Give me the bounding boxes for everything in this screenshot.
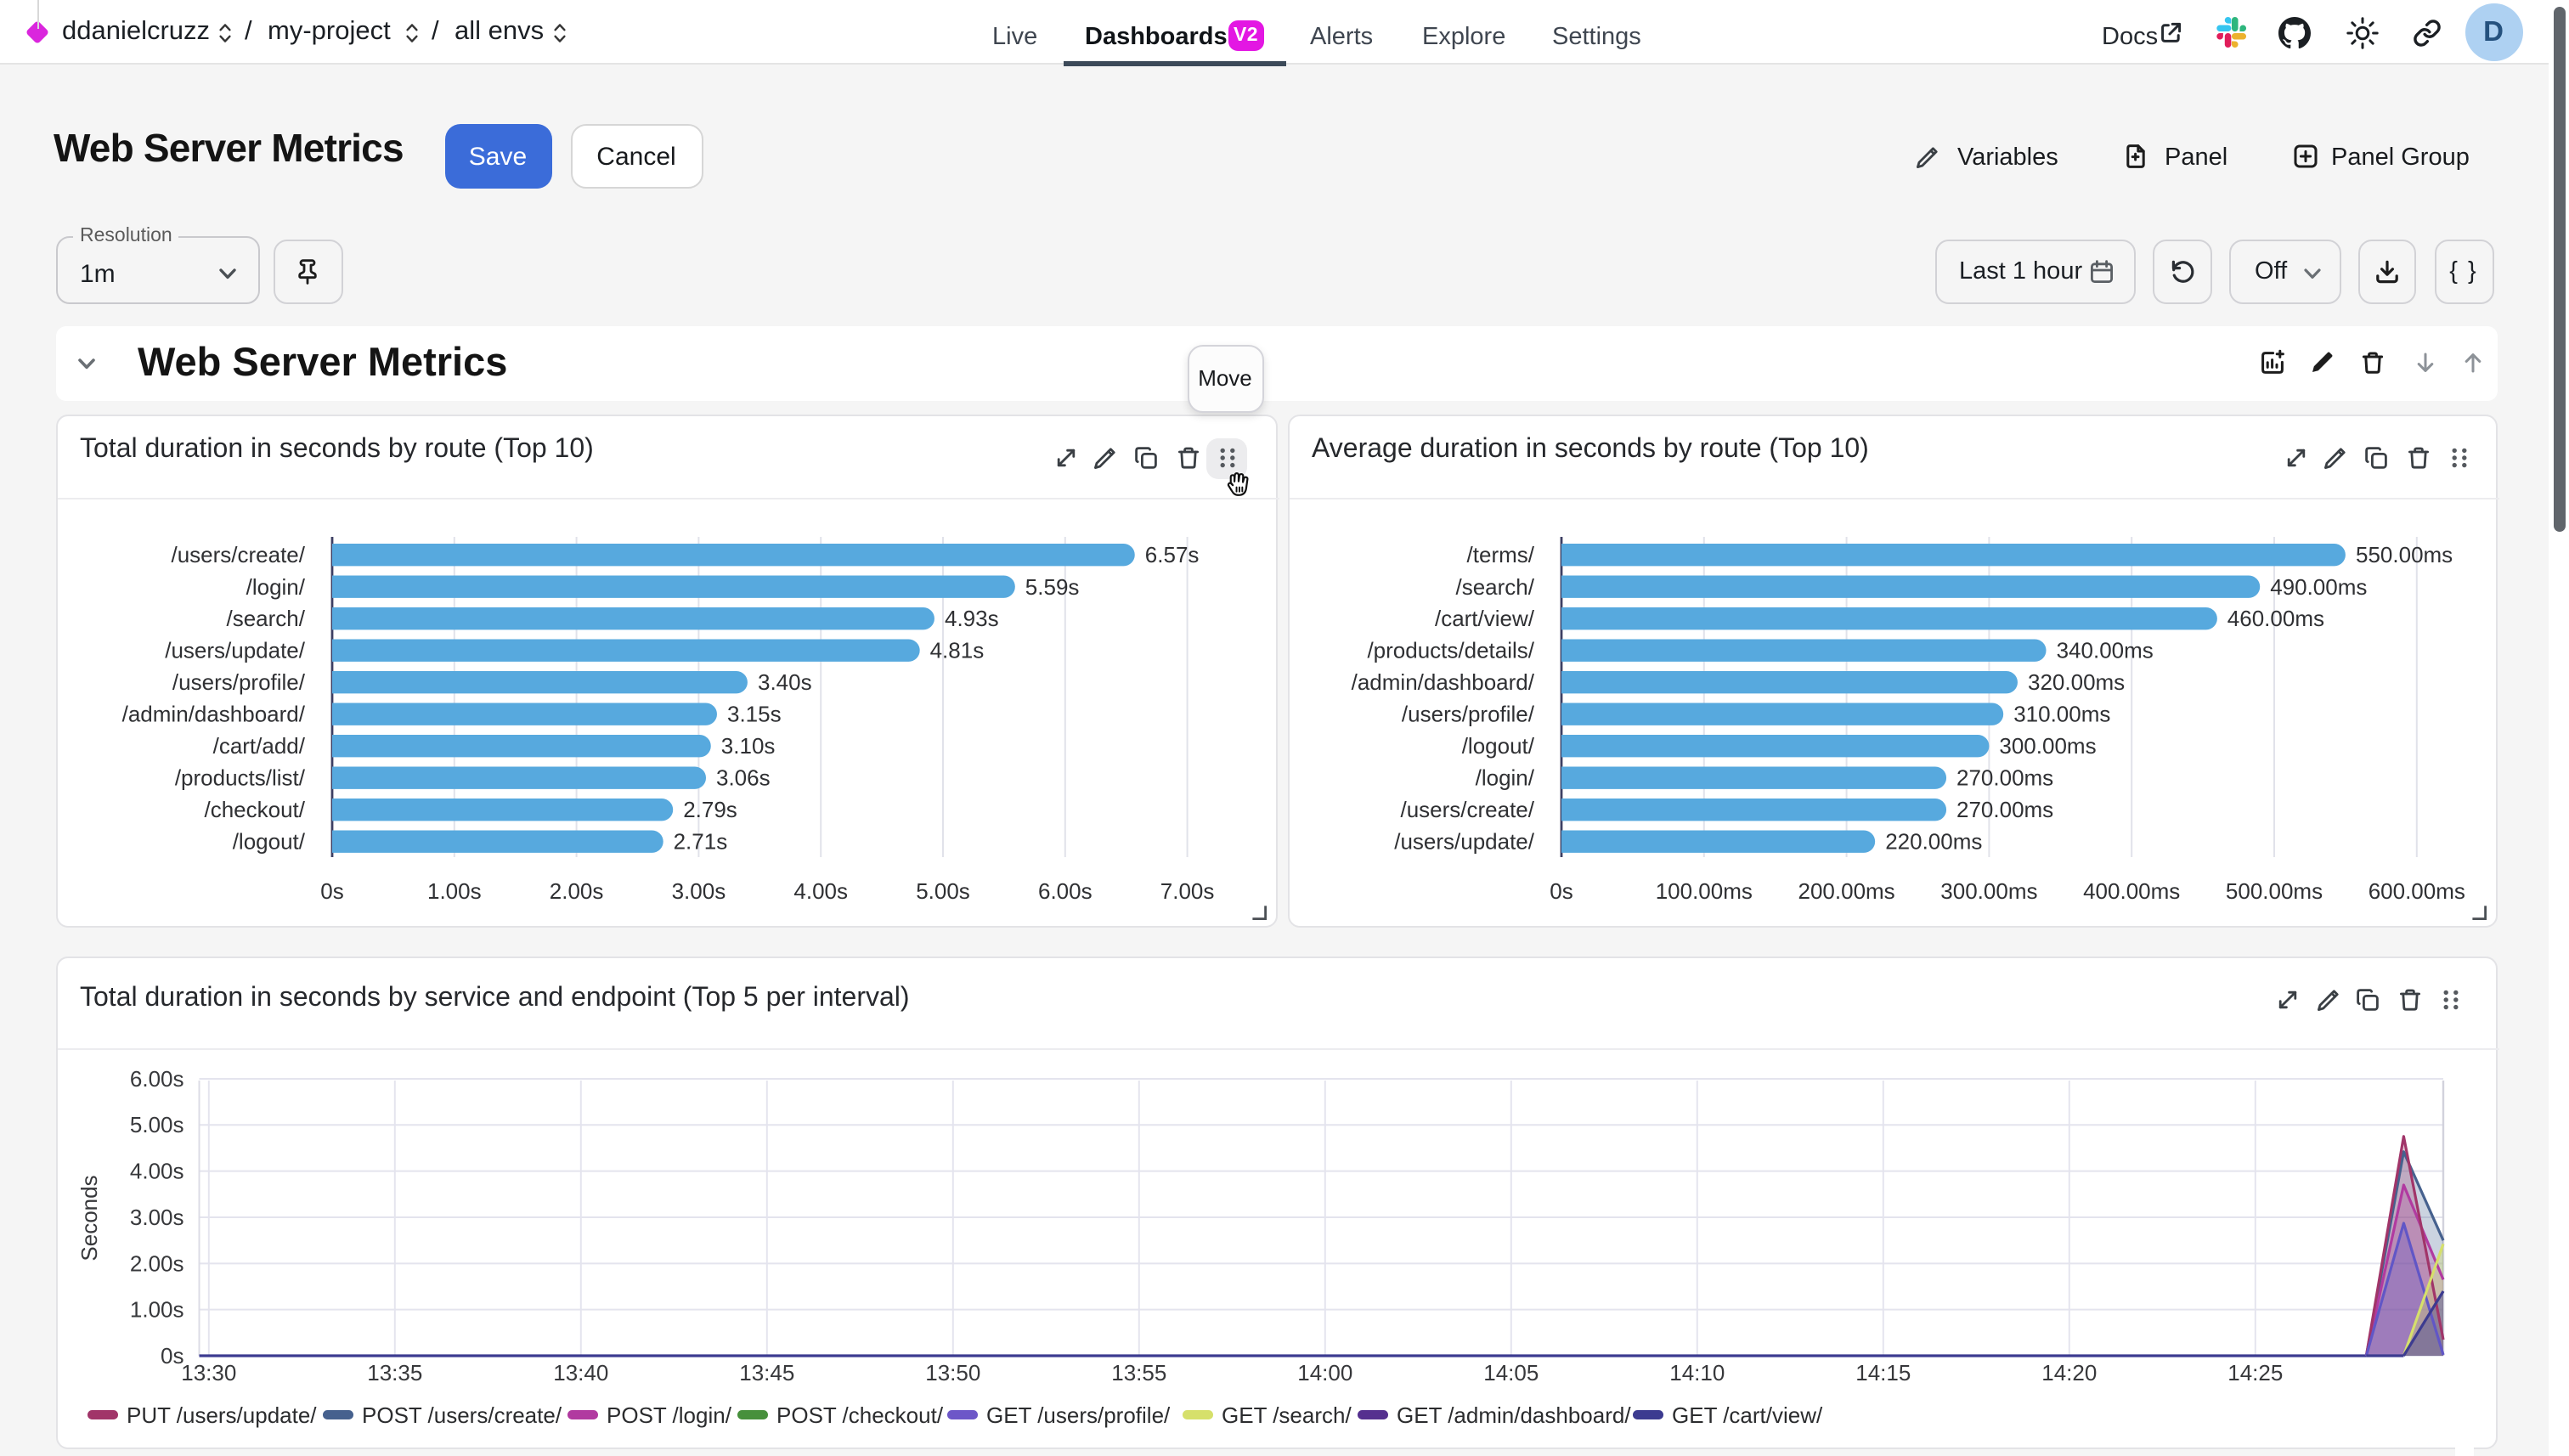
- svg-text:3.10s: 3.10s: [720, 733, 775, 759]
- svg-text:3.00s: 3.00s: [129, 1204, 184, 1229]
- svg-text:1.00s: 1.00s: [129, 1296, 184, 1322]
- svg-text:/users/profile/: /users/profile/: [1401, 702, 1534, 727]
- svg-text:6.57s: 6.57s: [1144, 542, 1199, 567]
- svg-text:/login/: /login/: [246, 574, 305, 600]
- svg-text:GET /cart/view/: GET /cart/view/: [1671, 1402, 1822, 1427]
- svg-text:/users/update/: /users/update/: [1393, 829, 1534, 855]
- svg-text:3.40s: 3.40s: [757, 669, 811, 695]
- svg-text:100.00ms: 100.00ms: [1655, 878, 1752, 904]
- svg-text:0s: 0s: [319, 878, 342, 904]
- svg-text:3.06s: 3.06s: [715, 765, 770, 791]
- svg-text:460.00ms: 460.00ms: [2227, 606, 2323, 631]
- svg-text:2.71s: 2.71s: [673, 829, 727, 855]
- svg-text:GET /search/: GET /search/: [1221, 1402, 1351, 1427]
- svg-text:14:05: 14:05: [1482, 1359, 1538, 1385]
- svg-text:/search/: /search/: [1455, 574, 1534, 600]
- svg-text:600.00ms: 600.00ms: [2368, 878, 2465, 904]
- svg-text:4.81s: 4.81s: [929, 638, 984, 663]
- svg-text:POST /users/create/: POST /users/create/: [361, 1402, 562, 1427]
- svg-text:5.59s: 5.59s: [1025, 574, 1079, 600]
- svg-text:200.00ms: 200.00ms: [1798, 878, 1894, 904]
- svg-text:/checkout/: /checkout/: [203, 797, 304, 822]
- svg-text:/products/list/: /products/list/: [174, 765, 305, 791]
- svg-text:/admin/dashboard/: /admin/dashboard/: [121, 702, 305, 727]
- svg-text:/logout/: /logout/: [1461, 733, 1534, 759]
- svg-text:0s: 0s: [1549, 878, 1572, 904]
- svg-text:2.00s: 2.00s: [129, 1250, 184, 1275]
- svg-text:Seconds: Seconds: [76, 1174, 101, 1260]
- svg-text:500.00ms: 500.00ms: [2225, 878, 2322, 904]
- svg-text:310.00ms: 310.00ms: [2013, 702, 2109, 727]
- svg-text:3.00s: 3.00s: [671, 878, 726, 904]
- svg-text:/terms/: /terms/: [1466, 542, 1534, 567]
- svg-text:/cart/view/: /cart/view/: [1434, 606, 1534, 631]
- svg-text:270.00ms: 270.00ms: [1956, 765, 2052, 791]
- svg-text:340.00ms: 340.00ms: [2056, 638, 2153, 663]
- svg-text:6.00s: 6.00s: [1037, 878, 1092, 904]
- svg-text:1.00s: 1.00s: [426, 878, 481, 904]
- svg-text:/login/: /login/: [1475, 765, 1534, 791]
- svg-text:/products/details/: /products/details/: [1366, 638, 1533, 663]
- svg-text:13:35: 13:35: [366, 1359, 421, 1385]
- svg-text:/cart/add/: /cart/add/: [212, 733, 305, 759]
- svg-text:13:55: 13:55: [1110, 1359, 1166, 1385]
- svg-text:4.00s: 4.00s: [129, 1158, 184, 1183]
- svg-text:/users/create/: /users/create/: [1399, 797, 1533, 822]
- svg-text:2.79s: 2.79s: [682, 797, 737, 822]
- svg-text:300.00ms: 300.00ms: [1939, 878, 2036, 904]
- svg-text:5.00s: 5.00s: [129, 1111, 184, 1137]
- svg-text:14:25: 14:25: [2227, 1359, 2282, 1385]
- svg-text:PUT /users/update/: PUT /users/update/: [126, 1402, 316, 1427]
- svg-text:490.00ms: 490.00ms: [2269, 574, 2366, 600]
- svg-text:6.00s: 6.00s: [129, 1065, 184, 1091]
- svg-text:220.00ms: 220.00ms: [1884, 829, 1981, 855]
- svg-text:/search/: /search/: [226, 606, 305, 631]
- svg-text:13:50: 13:50: [924, 1359, 980, 1385]
- svg-text:300.00ms: 300.00ms: [1998, 733, 2095, 759]
- svg-text:4.00s: 4.00s: [793, 878, 847, 904]
- svg-text:/logout/: /logout/: [232, 829, 305, 855]
- svg-text:POST /checkout/: POST /checkout/: [776, 1402, 943, 1427]
- svg-text:GET /users/profile/: GET /users/profile/: [985, 1402, 1170, 1427]
- svg-text:7.00s: 7.00s: [1160, 878, 1214, 904]
- svg-text:270.00ms: 270.00ms: [1956, 797, 2052, 822]
- svg-text:13:40: 13:40: [552, 1359, 607, 1385]
- svg-text:14:15: 14:15: [1855, 1359, 1910, 1385]
- svg-text:/users/update/: /users/update/: [164, 638, 305, 663]
- svg-text:5.00s: 5.00s: [915, 878, 969, 904]
- svg-text:400.00ms: 400.00ms: [2082, 878, 2179, 904]
- svg-text:13:30: 13:30: [180, 1359, 235, 1385]
- svg-text:13:45: 13:45: [738, 1359, 793, 1385]
- svg-text:POST /login/: POST /login/: [606, 1402, 731, 1427]
- svg-text:320.00ms: 320.00ms: [2027, 669, 2124, 695]
- svg-text:550.00ms: 550.00ms: [2355, 542, 2452, 567]
- svg-text:GET /admin/dashboard/: GET /admin/dashboard/: [1396, 1402, 1630, 1427]
- svg-text:3.15s: 3.15s: [726, 702, 781, 727]
- svg-text:14:10: 14:10: [1668, 1359, 1724, 1385]
- svg-text:14:20: 14:20: [2041, 1359, 2096, 1385]
- svg-text:/admin/dashboard/: /admin/dashboard/: [1351, 669, 1534, 695]
- svg-text:4.93s: 4.93s: [944, 606, 998, 631]
- svg-text:14:00: 14:00: [1296, 1359, 1352, 1385]
- svg-text:/users/create/: /users/create/: [170, 542, 304, 567]
- svg-text:/users/profile/: /users/profile/: [172, 669, 305, 695]
- svg-text:0s: 0s: [160, 1342, 183, 1368]
- svg-text:2.00s: 2.00s: [549, 878, 603, 904]
